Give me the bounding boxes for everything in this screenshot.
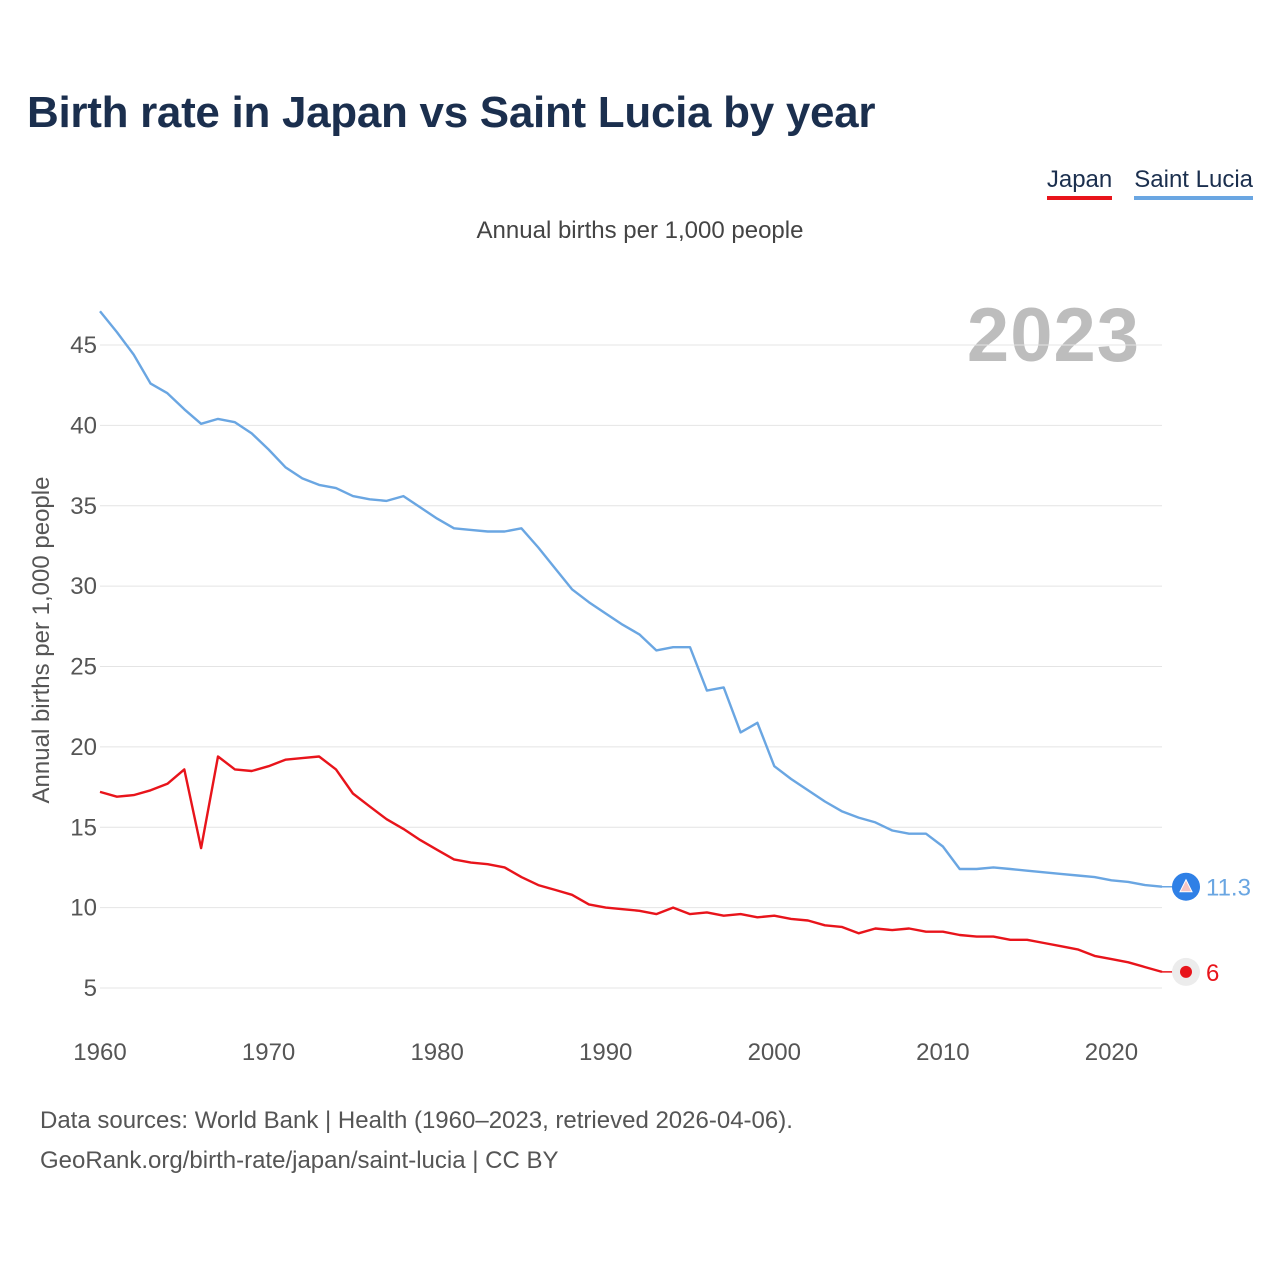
series-line-saint-lucia [99, 310, 1163, 888]
highlight-year: 2023 [966, 293, 1140, 378]
flag-icon-saint-lucia [1179, 878, 1193, 893]
y-tick-label-15: 15 [70, 814, 97, 841]
series-line-japan [99, 755, 1163, 974]
legend: Japan Saint Lucia [1046, 166, 1253, 200]
x-tick-label-1980: 1980 [410, 1039, 463, 1066]
y-tick-label-35: 35 [70, 493, 97, 520]
y-tick-label-5: 5 [84, 975, 97, 1002]
y-tick-label-45: 45 [70, 332, 97, 359]
legend-item-japan[interactable]: Japan [1046, 166, 1113, 200]
x-tick-label-2000: 2000 [748, 1039, 801, 1066]
legend-item-saint-lucia[interactable]: Saint Lucia [1134, 166, 1253, 200]
end-marker-japan [1180, 965, 1192, 978]
y-tick-label-25: 25 [70, 654, 97, 681]
y-tick-label-40: 40 [70, 412, 97, 439]
x-tick-label-1960: 1960 [73, 1039, 126, 1066]
x-tick-label-1990: 1990 [579, 1039, 632, 1066]
x-tick-label-2020: 2020 [1085, 1039, 1138, 1066]
chart-title: Birth rate in Japan vs Saint Lucia by ye… [27, 88, 876, 137]
y-tick-label-30: 30 [70, 573, 97, 600]
chart-subtitle: Annual births per 1,000 people [476, 217, 804, 244]
footer-sources: Data sources: World Bank | Health (1960–… [40, 1107, 793, 1134]
y-tick-label-20: 20 [70, 734, 97, 761]
end-value-label-japan: 6 [1206, 960, 1219, 987]
footer-attribution: GeoRank.org/birth-rate/japan/saint-lucia… [40, 1147, 559, 1174]
x-tick-label-2010: 2010 [916, 1039, 969, 1066]
x-tick-label-1970: 1970 [242, 1039, 295, 1066]
y-tick-label-10: 10 [70, 895, 97, 922]
end-value-label-saint-lucia: 11.3 [1206, 875, 1251, 902]
